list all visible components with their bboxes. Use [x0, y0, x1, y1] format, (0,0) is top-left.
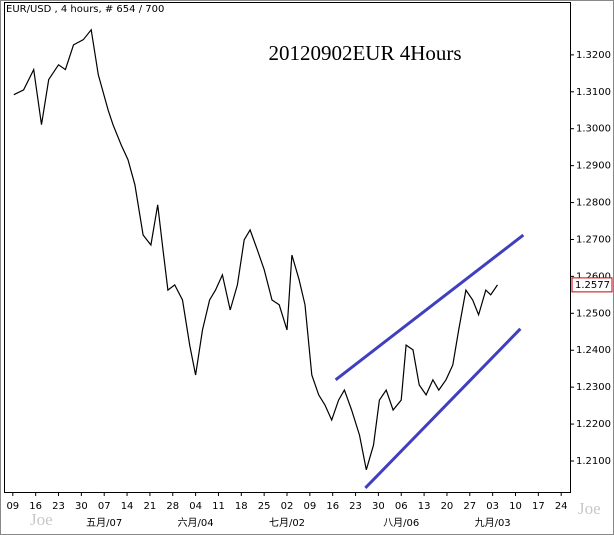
y-tick-label: 1.2200: [576, 419, 611, 430]
y-tick-label: 1.2400: [576, 345, 611, 356]
x-tick-label: 18: [235, 501, 248, 512]
x-tick-label: 14: [121, 501, 134, 512]
last-price-label: 1.2577: [575, 280, 610, 291]
x-tick-label: 09: [6, 501, 19, 512]
x-tick-label: 27: [463, 501, 476, 512]
y-tick-label: 1.2500: [576, 308, 611, 319]
x-tick-label: 17: [532, 501, 545, 512]
month-label: 八月/06: [383, 517, 419, 529]
chart-title: 20120902EUR 4Hours: [268, 41, 461, 65]
watermark: Joe: [30, 510, 53, 529]
month-label: 六月/04: [178, 517, 214, 529]
y-tick-label: 1.3100: [576, 87, 611, 98]
chart-header: EUR/USD , 4 hours, # 654 / 700: [6, 4, 164, 15]
x-tick-label: 30: [372, 501, 385, 512]
x-tick-label: 24: [555, 501, 568, 512]
y-tick-label: 1.3000: [576, 124, 611, 135]
watermark: Joe: [578, 499, 601, 518]
y-tick-label: 1.2100: [576, 456, 611, 467]
x-tick-label: 30: [75, 501, 88, 512]
x-tick-label: 07: [98, 501, 111, 512]
x-tick-label: 23: [52, 501, 65, 512]
x-tick-label: 03: [486, 501, 499, 512]
month-label: 五月/07: [86, 517, 122, 529]
y-tick-label: 1.2300: [576, 382, 611, 393]
x-tick-label: 16: [326, 501, 339, 512]
x-tick-label: 13: [418, 501, 431, 512]
x-tick-label: 16: [29, 501, 42, 512]
x-tick-label: 20: [441, 501, 454, 512]
trend-line: [364, 327, 522, 489]
x-tick-label: 28: [166, 501, 179, 512]
x-tick-label: 02: [281, 501, 294, 512]
y-tick-label: 1.2600: [576, 271, 611, 282]
x-tick-label: 10: [509, 501, 522, 512]
x-tick-label: 04: [189, 501, 202, 512]
month-label: 九月/03: [475, 517, 511, 529]
x-tick-label: 11: [212, 501, 225, 512]
y-tick-label: 1.2900: [576, 161, 611, 172]
last-price-box: [571, 277, 613, 293]
price-line: [13, 28, 498, 470]
x-tick-label: 23: [349, 501, 362, 512]
x-tick-label: 25: [258, 501, 271, 512]
x-tick-label: 09: [303, 501, 316, 512]
y-tick-label: 1.2700: [576, 234, 611, 245]
trend-line: [334, 233, 525, 381]
month-label: 七月/02: [269, 517, 305, 529]
x-tick-label: 21: [144, 501, 157, 512]
y-tick-label: 1.2800: [576, 198, 611, 209]
y-tick-label: 1.3200: [576, 50, 611, 61]
x-tick-label: 06: [395, 501, 408, 512]
